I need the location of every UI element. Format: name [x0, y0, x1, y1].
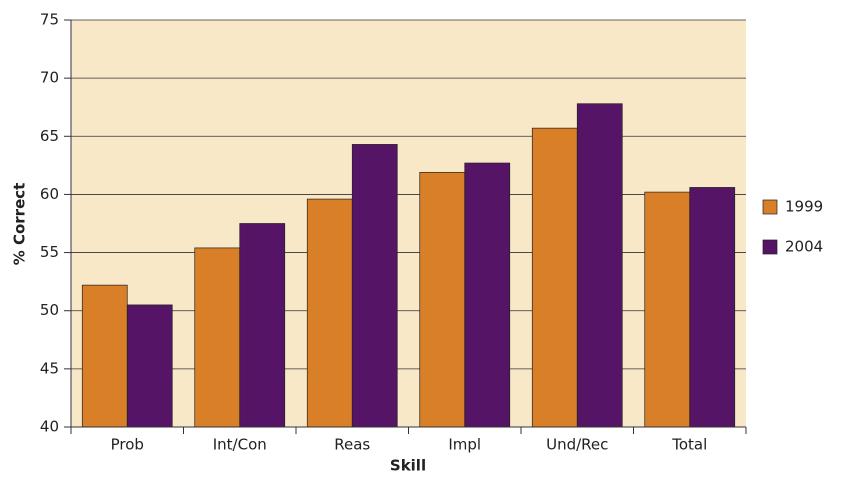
y-axis-label: % Correct: [11, 183, 29, 266]
y-tick-label: 65: [40, 127, 59, 145]
bar: [419, 171, 466, 428]
x-tick-label: Int/Con: [213, 436, 267, 454]
bar: [306, 198, 353, 428]
y-tick-label: 40: [40, 418, 59, 436]
legend-label: 2004: [785, 238, 823, 256]
bar: [464, 162, 511, 428]
plot-area: [71, 20, 746, 427]
x-axis-label: Skill: [390, 457, 426, 475]
x-tick-label: Impl: [448, 436, 481, 454]
y-tick-label: 50: [40, 301, 59, 319]
bar: [239, 223, 286, 428]
y-tick-label: 55: [40, 243, 59, 261]
y-tick-label: 60: [40, 185, 59, 203]
legend-swatch: [762, 199, 778, 215]
y-tick-label: 70: [40, 69, 59, 87]
bar: [531, 127, 578, 428]
bar: [351, 144, 398, 428]
bar: [689, 187, 736, 428]
legend-label: 1999: [785, 198, 823, 216]
x-tick-label: Prob: [111, 436, 144, 454]
legend-swatch: [762, 239, 778, 255]
x-tick-label: Reas: [334, 436, 370, 454]
bar: [644, 191, 691, 428]
y-tick-label: 45: [40, 359, 59, 377]
x-tick-label: Und/Rec: [546, 436, 608, 454]
bar: [194, 247, 241, 428]
bar: [126, 304, 173, 428]
x-tick-label: Total: [671, 436, 707, 454]
bar: [81, 284, 128, 428]
y-tick-label: 75: [40, 11, 59, 29]
bar: [576, 103, 623, 428]
